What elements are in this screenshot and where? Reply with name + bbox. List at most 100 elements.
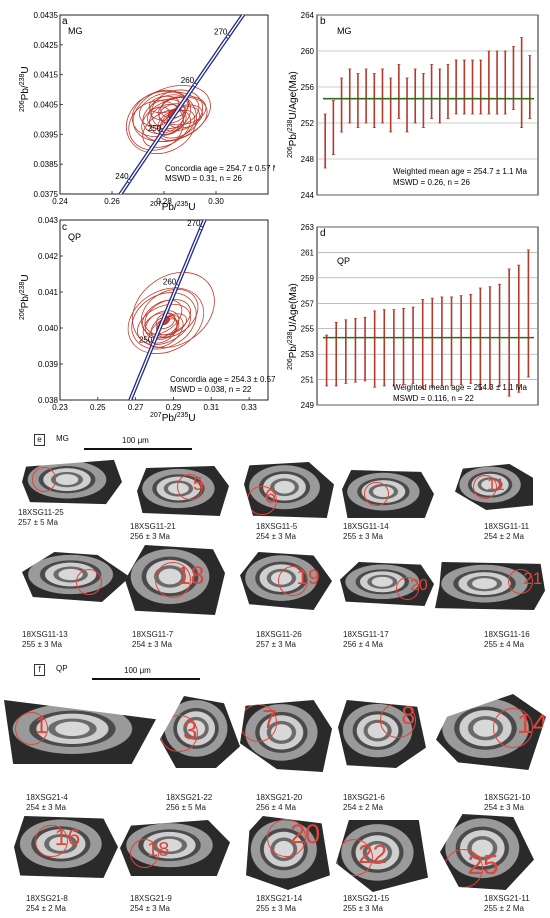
- cl-zircon-image: 11: [455, 464, 533, 510]
- panel-label: c: [62, 222, 67, 233]
- analysis-spot-circle: [14, 712, 48, 746]
- y-tick-label: 0.040: [38, 324, 59, 333]
- cl-zircon-image: 5: [137, 466, 229, 516]
- sample-label: QP: [68, 232, 81, 242]
- sample-id: 18XSG21-9: [130, 894, 172, 903]
- summary-line-1: Weighted mean age = 254.7 ± 1.1 Ma: [393, 167, 527, 176]
- error-ellipse: [160, 96, 189, 119]
- analysis-spot-circle: [35, 824, 68, 857]
- spot-number: 5: [192, 474, 203, 495]
- scale-bar: [84, 448, 192, 450]
- cl-zircon-image: [342, 470, 434, 518]
- cl-zircon-image: 20: [340, 562, 434, 606]
- spot-number: 3: [182, 714, 198, 745]
- x-tick-label: 0.30: [208, 197, 224, 206]
- y-tick-label: 0.042: [38, 252, 59, 261]
- y-tick-label: 0.0425: [34, 41, 59, 50]
- grain-caption: 18XSG21-8 254 ± 2 Ma: [26, 894, 68, 914]
- grain-caption: 18XSG11-14 255 ± 3 Ma: [343, 522, 389, 542]
- error-ellipse: [139, 91, 200, 130]
- summary-line-2: MSWD = 0.26, n = 26: [393, 178, 470, 187]
- sample-label: MG: [56, 434, 69, 443]
- grain-age: 255 ± 2 Ma: [484, 904, 524, 913]
- y-tick-label: 0.043: [38, 216, 59, 225]
- summary-line-1: Weighted mean age = 254.3 ± 1.1 Ma: [393, 383, 527, 392]
- sample-id: 18XSG11-7: [132, 630, 174, 639]
- sample-id: 18XSG11-21: [130, 522, 176, 531]
- grain-age: 257 ± 5 Ma: [18, 518, 58, 527]
- sample-id: 18XSG21-10: [484, 793, 531, 802]
- x-tick-label: 0.24: [52, 197, 68, 206]
- grain-caption: 18XSG21-20 256 ± 4 Ma: [256, 793, 302, 813]
- analysis-spot-circle: [177, 474, 204, 500]
- age-mark: [199, 226, 204, 231]
- cl-zircon-image: [22, 459, 122, 505]
- sample-label: MG: [68, 26, 83, 36]
- spot-number: 20: [290, 818, 321, 849]
- y-tick-label: 259: [301, 274, 315, 283]
- error-ellipse: [146, 106, 171, 127]
- y-tick-label: 0.0385: [34, 160, 59, 169]
- y-tick-label: 249: [301, 401, 315, 410]
- y-tick-label: 0.038: [38, 396, 59, 405]
- plot-frame: [59, 219, 269, 401]
- sample-id: 18XSG11-13: [22, 630, 68, 639]
- grain-caption: 18XSG21-10 254 ± 3 Ma: [484, 793, 530, 813]
- cl-zircon-image: 8: [338, 700, 426, 768]
- age-mark-label: 240: [115, 172, 129, 181]
- cl-panel-f-header: f QP 100 μm: [34, 664, 234, 684]
- grain-age: 254 ± 3 Ma: [130, 904, 170, 913]
- grain-caption: 18XSG21-14 255 ± 3 Ma: [256, 894, 302, 914]
- y-tick-label: 0.0415: [34, 71, 59, 80]
- age-mark: [159, 131, 164, 136]
- sample-id: 18XSG11-14: [343, 522, 389, 531]
- error-ellipse: [132, 272, 215, 348]
- error-ellipse: [158, 103, 187, 124]
- panel-label: b: [320, 16, 326, 27]
- y-axis-label: 206Pb/238U: [19, 66, 31, 112]
- cl-zircon-image: 25: [440, 814, 534, 890]
- sample-id: 18XSG11-5: [256, 522, 298, 531]
- grain-caption: 18XSG21-9 254 ± 3 Ma: [130, 894, 172, 914]
- grain-age: 254 ± 2 Ma: [484, 532, 524, 541]
- grain-caption: 18XSG21-22 256 ± 5 Ma: [166, 793, 212, 813]
- y-tick-label: 0.041: [38, 288, 59, 297]
- age-mark-label: 250: [148, 124, 162, 133]
- y-tick-label: 251: [301, 376, 315, 385]
- spot-number: 7: [262, 704, 277, 735]
- cl-zircon-image: 6: [244, 462, 334, 518]
- sample-id: 18XSG11-17: [343, 630, 389, 639]
- sample-id: 18XSG11-16: [484, 630, 530, 639]
- spot-number: 25: [467, 848, 499, 880]
- summary-line-1: Concordia age = 254.3 ± 0.57 Ma: [170, 375, 275, 384]
- x-axis-label: 207Pb/235U: [150, 412, 196, 424]
- sample-id: 18XSG21-15: [343, 894, 390, 903]
- grain-caption: 18XSG11-26 257 ± 3 Ma: [256, 630, 302, 650]
- error-ellipse: [141, 96, 208, 142]
- y-tick-label: 253: [301, 350, 315, 359]
- analysis-spot-circle: [129, 839, 159, 869]
- spot-number: 20: [409, 577, 428, 595]
- y-axis-label: 206Pb/238U/Age(Ma): [287, 283, 299, 370]
- grain-caption: 18XSG11-16 255 ± 4 Ma: [484, 630, 530, 650]
- sample-id: 18XSG21-8: [26, 894, 68, 903]
- grain-caption: 18XSG21-4 254 ± 3 Ma: [26, 793, 68, 813]
- summary-line-1: Concordia age = 254.7 ± 0.57 Ma: [165, 164, 275, 173]
- sample-id: 18XSG21-4: [26, 793, 68, 802]
- cl-zircon-image: 19: [240, 552, 332, 610]
- grain-age: 255 ± 3 Ma: [343, 532, 383, 541]
- y-tick-label: 264: [301, 11, 315, 20]
- cl-zircon-image: 14: [436, 694, 546, 770]
- sample-label: QP: [56, 664, 68, 673]
- panel-label: f: [34, 664, 45, 676]
- cl-zircon-image: 18: [125, 545, 225, 615]
- grain-caption: 18XSG21-6 254 ± 2 Ma: [343, 793, 385, 813]
- grain-age: 257 ± 3 Ma: [256, 640, 296, 649]
- sample-label: MG: [337, 26, 352, 36]
- analysis-spot-circle: [508, 568, 534, 594]
- cl-zircon-image: 1: [4, 700, 156, 764]
- age-errorbar-plot-qp: 249 251 253 255 257 259 261 263 d QP Weighted m…: [287, 223, 539, 410]
- spot-number: 18: [176, 561, 205, 590]
- grain-age: 256 ± 4 Ma: [343, 640, 383, 649]
- grain-caption: 18XSG11-7 254 ± 3 Ma: [132, 630, 173, 650]
